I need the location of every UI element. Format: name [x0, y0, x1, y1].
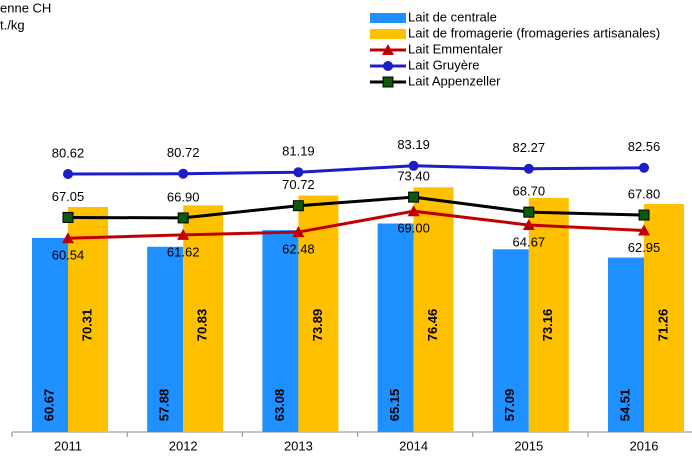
legend-swatch — [370, 13, 406, 23]
marker — [292, 200, 304, 212]
line — [67, 209, 645, 240]
marker — [639, 162, 649, 173]
line-value-label: 82.27 — [513, 140, 546, 155]
marker — [408, 191, 420, 203]
marker — [62, 211, 74, 223]
bar-value-label: 65.15 — [387, 389, 402, 422]
marker — [177, 212, 189, 224]
line-value-label: 61.62 — [167, 244, 200, 259]
marker — [293, 167, 304, 178]
bar-value-label: 70.83 — [195, 309, 210, 342]
x-tick-label: 2014 — [399, 438, 428, 453]
bar-value-label: 73.16 — [540, 309, 555, 342]
legend-label: Lait de fromagerie (fromageries artisana… — [408, 25, 660, 40]
line-value-label: 70.72 — [282, 177, 315, 192]
line-value-label: 62.48 — [282, 242, 315, 257]
line-value-label: 67.05 — [52, 189, 85, 204]
bar — [298, 195, 339, 432]
marker — [523, 163, 534, 174]
legend-label: Lait de centrale — [408, 9, 497, 24]
marker — [62, 232, 74, 244]
bar-value-label: 73.89 — [310, 309, 325, 342]
x-tick-label: 2016 — [630, 438, 659, 453]
line-value-label: 67.80 — [628, 186, 661, 201]
line-value-label: 80.72 — [167, 145, 200, 160]
legend-swatch — [370, 29, 406, 39]
bar-value-label: 57.88 — [157, 389, 172, 422]
bar-value-label: 57.09 — [502, 389, 517, 422]
line — [67, 195, 645, 220]
x-tick-label: 2011 — [54, 438, 82, 453]
marker — [407, 205, 420, 217]
title-fragment: t./kg — [0, 17, 25, 32]
bar — [147, 246, 184, 432]
bar — [68, 207, 108, 432]
marker — [177, 228, 190, 240]
bar — [32, 237, 68, 432]
line — [67, 164, 645, 176]
bar-value-label: 70.31 — [79, 309, 94, 342]
bar — [492, 249, 529, 432]
title-fragment: enne CH — [0, 0, 51, 15]
line-value-label: 64.67 — [513, 234, 546, 249]
marker — [408, 160, 419, 171]
marker — [522, 219, 535, 231]
bar — [377, 223, 414, 432]
line-value-label: 60.54 — [52, 248, 85, 263]
line-value-label: 73.40 — [397, 169, 430, 184]
bar — [262, 230, 299, 432]
legend-marker — [382, 44, 394, 55]
line-value-label: 82.56 — [628, 139, 661, 154]
legend-label: Lait Gruyère — [408, 57, 480, 72]
line-value-label: 81.19 — [282, 144, 315, 159]
bar — [183, 205, 224, 432]
marker — [178, 168, 189, 179]
x-tick-label: 2015 — [514, 438, 543, 453]
x-tick-label: 2012 — [169, 438, 198, 453]
line-value-label: 62.95 — [628, 240, 661, 255]
line-value-label: 66.90 — [167, 189, 200, 204]
line-value-label: 69.00 — [397, 221, 430, 236]
legend-label: Lait Appenzeller — [408, 73, 501, 88]
bar — [608, 257, 644, 432]
bar-value-label: 63.08 — [272, 389, 287, 422]
legend-label: Lait Emmentaler — [408, 41, 503, 56]
marker — [523, 206, 535, 218]
legend-marker — [383, 61, 393, 71]
line-value-label: 83.19 — [397, 137, 430, 152]
marker — [63, 169, 73, 180]
bar — [528, 197, 569, 432]
line-value-label: 80.62 — [52, 145, 85, 160]
marker — [638, 209, 650, 221]
bar-value-label: 76.46 — [425, 309, 440, 342]
marker — [292, 226, 305, 238]
line-value-label: 68.70 — [513, 184, 546, 199]
bar-value-label: 54.51 — [617, 389, 632, 422]
bar — [413, 187, 454, 432]
x-tick-label: 2013 — [284, 438, 313, 453]
bar-value-label: 60.67 — [41, 389, 56, 422]
marker — [638, 224, 650, 236]
legend-marker — [382, 76, 394, 88]
bar-value-label: 71.26 — [655, 309, 670, 342]
bar — [644, 203, 684, 432]
